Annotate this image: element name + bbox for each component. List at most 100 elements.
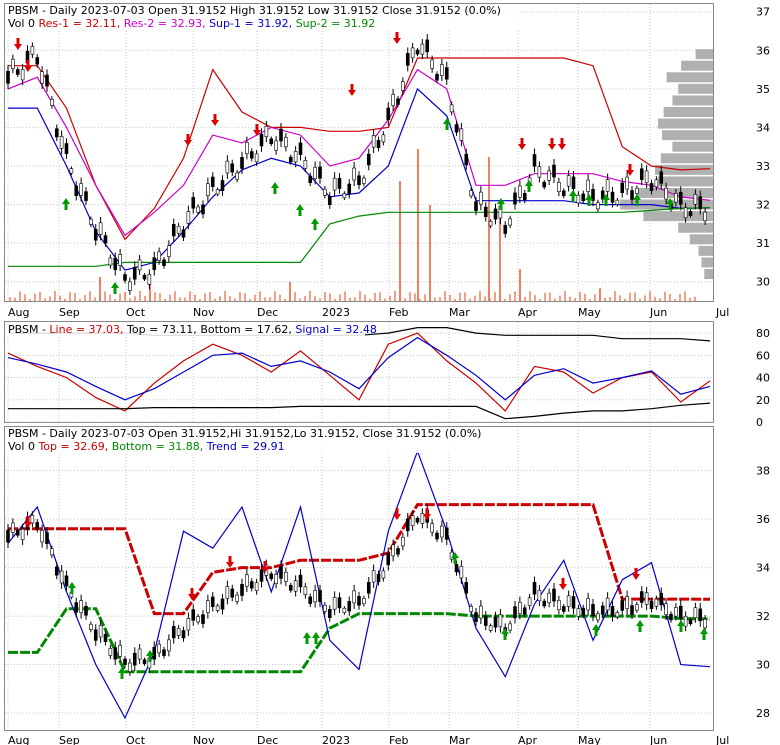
price-candle <box>630 605 634 615</box>
price-candle <box>415 49 420 55</box>
price-candle <box>566 595 571 607</box>
price-candle <box>35 57 40 65</box>
price-candle <box>45 74 49 87</box>
up-arrow-icon <box>443 118 451 130</box>
price-candle <box>235 594 239 602</box>
price-candle <box>137 648 142 660</box>
price-candle <box>93 629 98 641</box>
up-arrow-icon <box>497 198 505 210</box>
price-candle <box>318 166 322 179</box>
price-candle <box>147 274 152 285</box>
price-candle <box>186 211 191 224</box>
up-arrow-icon <box>62 198 70 210</box>
down-arrow-icon <box>393 508 401 520</box>
price-candle <box>259 133 264 147</box>
down-arrow-icon <box>226 556 234 568</box>
price-candle <box>659 171 664 184</box>
up-arrow-icon <box>312 632 320 644</box>
price-candle <box>391 94 395 106</box>
price-candle <box>171 626 176 639</box>
price-candle <box>366 153 371 166</box>
price-candle <box>420 43 425 55</box>
price-candle <box>649 601 654 610</box>
y-tick-label: 31 <box>756 237 770 250</box>
price-candle <box>635 604 639 611</box>
y-tick-label: 34 <box>756 121 770 134</box>
price-candle <box>196 616 200 623</box>
price-candle <box>683 615 688 627</box>
price-candle <box>386 552 391 566</box>
volume-profile-bar <box>689 234 713 245</box>
price-candle <box>674 607 678 617</box>
price-candle <box>654 598 659 607</box>
x-tick-label: Mar <box>449 734 470 745</box>
down-arrow-icon <box>548 138 556 150</box>
y-tick-label: 32 <box>756 199 770 212</box>
price-candle <box>639 591 644 603</box>
price-candle <box>659 593 664 606</box>
price-candle <box>313 590 317 603</box>
volume-profile-bar <box>678 83 713 94</box>
price-candle <box>644 170 649 183</box>
up-arrow-icon <box>303 632 311 644</box>
price-candle <box>381 570 386 579</box>
price-candle <box>596 613 600 621</box>
price-candle <box>678 192 683 205</box>
price-candle <box>11 58 15 69</box>
price-candle <box>245 574 249 587</box>
price-candle <box>254 153 259 163</box>
price-candle <box>50 98 54 106</box>
up-arrow-icon <box>636 620 644 632</box>
price-candle <box>415 517 420 523</box>
price-candle <box>474 201 478 211</box>
y-tick-label: 37 <box>756 6 770 19</box>
price-candle <box>620 182 625 193</box>
price-candle <box>464 582 469 594</box>
price-candle <box>269 573 274 580</box>
price-candle <box>459 565 464 579</box>
panel3-legend-levels: Vol 0 Top = 32.69, Bottom = 31.88, Trend… <box>8 440 285 453</box>
price-candle <box>323 188 327 196</box>
price-candle <box>6 70 10 84</box>
down-arrow-icon <box>348 84 356 96</box>
price-candle <box>89 623 93 630</box>
price-candle <box>664 603 668 615</box>
price-candle <box>11 522 15 533</box>
legend-entry: Sup-1 = 31.92, <box>209 17 296 30</box>
price-candle <box>352 590 356 604</box>
price-candle <box>449 104 454 113</box>
price-candle <box>366 582 371 594</box>
y-tick-label: 32 <box>756 610 770 623</box>
price-candle <box>644 592 649 605</box>
price-candle <box>327 609 332 618</box>
legend-entry: Vol 0 <box>8 17 38 30</box>
price-candle <box>303 160 308 169</box>
price-candle <box>132 266 137 280</box>
price-candle <box>444 527 449 540</box>
price-candle <box>303 586 308 596</box>
x-tick-label: 2023 <box>322 734 350 745</box>
price-candle <box>357 596 361 606</box>
price-candle <box>479 605 483 619</box>
price-candle <box>84 605 88 616</box>
price-candle <box>123 274 127 281</box>
price-candle <box>386 107 391 120</box>
price-candle <box>288 156 293 163</box>
x-tick-label: Aug <box>8 734 29 745</box>
price-candle <box>625 596 629 609</box>
y-tick-label: 35 <box>756 83 770 96</box>
price-candle <box>186 617 191 631</box>
price-candle <box>688 619 693 625</box>
up-arrow-icon <box>700 628 708 640</box>
down-arrow-icon <box>184 134 192 146</box>
volume-profile-bar <box>663 107 713 117</box>
price-candle <box>620 600 625 611</box>
price-candle <box>6 529 10 543</box>
legend-entry: Top = 32.69, <box>37 440 111 453</box>
price-candle <box>269 138 274 145</box>
series-line-trend <box>7 449 711 720</box>
volume-profile-bar <box>666 72 713 83</box>
y-tick-label: 38 <box>756 465 770 478</box>
